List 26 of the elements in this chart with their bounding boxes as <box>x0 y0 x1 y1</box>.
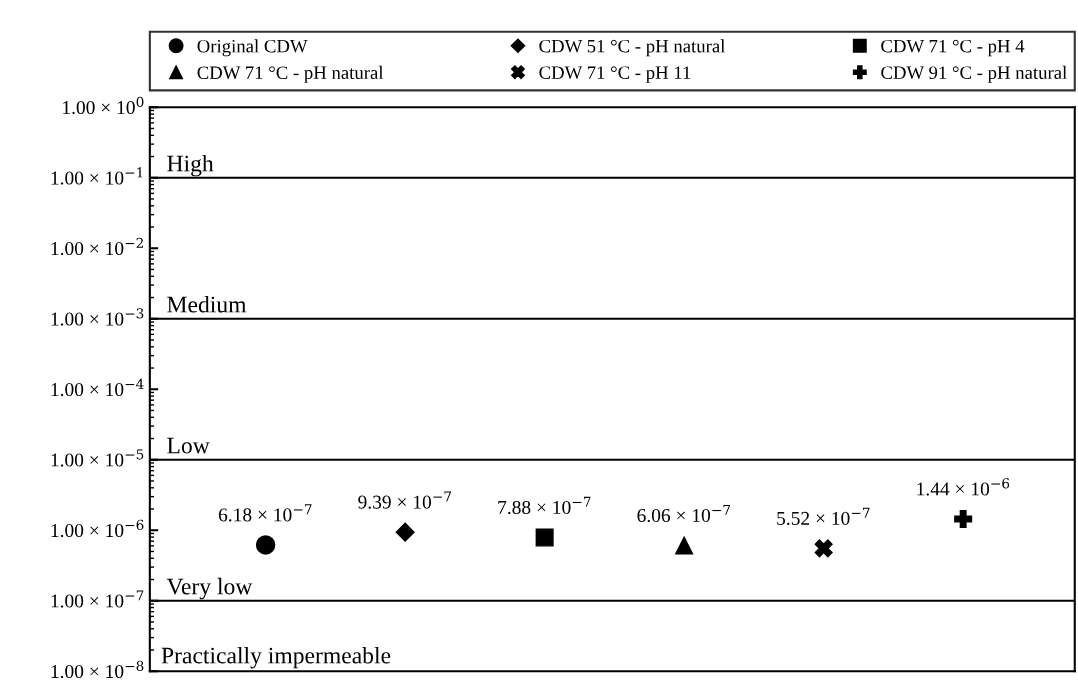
legend-label: CDW 91 °C - pH natural <box>881 65 1067 83</box>
ref-line-label: Very low <box>166 577 253 600</box>
annotation: Practically impermeable <box>161 646 391 669</box>
data-label: 6.18 × 10$^{−7}$ <box>218 504 312 522</box>
data-label: 1.44 × 10$^{−6}$ <box>917 478 1010 496</box>
y-tick-label: 1.00 × 10$^{−3}$ <box>51 308 144 326</box>
legend-label: CDW 71 °C - pH natural <box>197 65 384 83</box>
y-tick-label: 1.00 × 10$^{−8}$ <box>51 660 144 679</box>
ref-line-label: Medium <box>167 295 247 313</box>
ref-line-label: Low <box>167 437 210 454</box>
y-tick-label: 1.00 × 10$^{−7}$ <box>51 590 144 608</box>
data-label: 9.39 × 10$^{−7}$ <box>358 491 452 509</box>
data-label: 5.52 × 10$^{−7}$ <box>777 507 870 526</box>
y-tick-label: 1.00 × 10$^{0}$ <box>63 96 144 115</box>
y-tick-label: 1.00 × 10$^{−2}$ <box>51 237 143 256</box>
y-tick-label: 1.00 × 10$^{−4}$ <box>51 378 144 397</box>
legend-label: Original CDW <box>197 39 308 57</box>
data-label: 7.88 × 10$^{−7}$ <box>498 496 591 515</box>
ref-line-label: High <box>167 154 214 177</box>
legend-label: CDW 71 °C - pH 4 <box>881 39 1025 57</box>
y-tick-label: 1.00 × 10$^{−1}$ <box>51 167 143 185</box>
y-tick-label: 1.00 × 10$^{−5}$ <box>51 449 144 467</box>
legend-label: CDW 51 °C - pH natural <box>539 39 726 57</box>
legend-label: CDW 71 °C - pH 11 <box>539 66 691 83</box>
y-tick-label: 1.00 × 10$^{−6}$ <box>51 519 144 538</box>
data-label: 6.06 × 10$^{−7}$ <box>637 504 731 523</box>
